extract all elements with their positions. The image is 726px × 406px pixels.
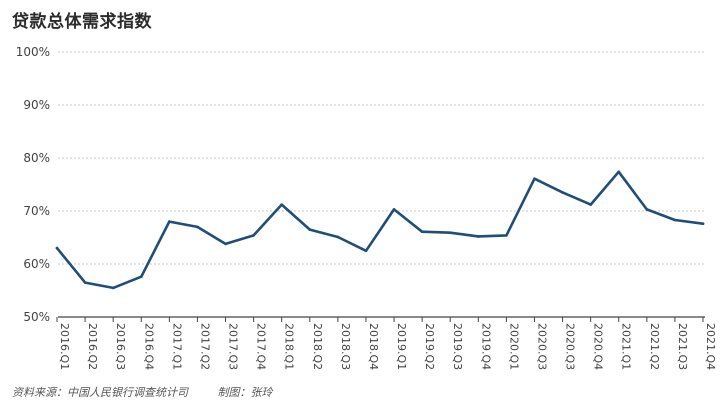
x-tick-label: 2019.Q1 — [395, 323, 408, 370]
y-tick-label: 90% — [23, 98, 50, 112]
y-tick-label: 80% — [23, 151, 50, 165]
y-tick-label: 100% — [16, 45, 50, 59]
data-point — [196, 225, 199, 229]
series-line — [55, 170, 705, 290]
x-tick-label: 2019.Q3 — [451, 323, 464, 370]
data-point — [673, 218, 677, 222]
y-axis-ticks: 50% 60% 70% 80% 90% 100% — [16, 45, 50, 324]
x-tick-label: 2016.Q3 — [114, 323, 127, 370]
x-tick-label: 2018.Q4 — [367, 323, 380, 370]
data-point — [83, 281, 87, 284]
x-tick-label: 2017.Q4 — [255, 323, 268, 370]
data-point — [617, 170, 621, 174]
x-tick-label: 2018.Q1 — [283, 323, 296, 370]
x-axis-ticks: 2016.Q1 2016.Q2 2016.Q3 2016.Q4 2017.Q1 2017.… — [56, 317, 717, 370]
x-tick-label: 2021.Q4 — [704, 323, 717, 370]
data-point — [589, 203, 592, 206]
x-tick-label: 2019.Q4 — [479, 323, 492, 370]
x-tick-label: 2017.Q1 — [170, 323, 183, 370]
data-point — [252, 234, 255, 237]
data-point — [280, 203, 283, 206]
x-tick-label: 2020.Q1 — [507, 323, 520, 370]
data-point — [308, 228, 312, 231]
data-point — [645, 208, 649, 211]
data-point — [448, 231, 452, 235]
x-tick-label: 2021.Q1 — [620, 323, 633, 370]
chart-title: 贷款总体需求指数 — [12, 12, 152, 32]
x-tick-label: 2018.Q2 — [311, 323, 324, 370]
x-tick-label: 2020.Q4 — [592, 323, 605, 370]
x-tick-label: 2017.Q3 — [227, 323, 240, 370]
data-point — [364, 249, 368, 253]
data-point — [111, 286, 115, 290]
x-tick-label: 2016.Q2 — [86, 323, 99, 370]
x-tick-label: 2017.Q2 — [198, 323, 211, 370]
data-point — [505, 234, 508, 237]
x-tick-label: 2016.Q1 — [58, 323, 71, 370]
y-tick-label: 60% — [23, 257, 50, 271]
data-point — [701, 222, 705, 226]
x-tick-label: 2018.Q3 — [339, 323, 352, 370]
x-tick-label: 2021.Q3 — [676, 323, 689, 370]
data-point — [336, 235, 340, 239]
y-tick-label: 50% — [23, 310, 50, 324]
data-point — [420, 230, 424, 233]
x-tick-label: 2020.Q3 — [564, 323, 577, 370]
author-note: 制图：张玲 — [217, 386, 273, 399]
data-point — [561, 191, 564, 194]
data-point — [224, 242, 227, 246]
data-point — [139, 275, 143, 279]
data-point — [392, 208, 396, 211]
data-point — [533, 177, 536, 180]
grid-lines — [58, 51, 705, 318]
series-layer — [55, 170, 705, 290]
chart-footer: 资料来源：中国人民银行调查统计司 制图：张玲 — [12, 384, 299, 400]
x-tick-label: 2016.Q4 — [142, 323, 155, 370]
y-tick-label: 70% — [23, 204, 50, 218]
source-note: 资料来源：中国人民银行调查统计司 — [12, 386, 188, 399]
data-point — [477, 235, 480, 238]
x-tick-label: 2019.Q2 — [423, 323, 436, 370]
x-tick-label: 2021.Q2 — [648, 323, 661, 370]
data-point — [168, 220, 171, 223]
data-point — [55, 246, 59, 250]
x-tick-label: 2020.Q3 — [535, 323, 548, 370]
